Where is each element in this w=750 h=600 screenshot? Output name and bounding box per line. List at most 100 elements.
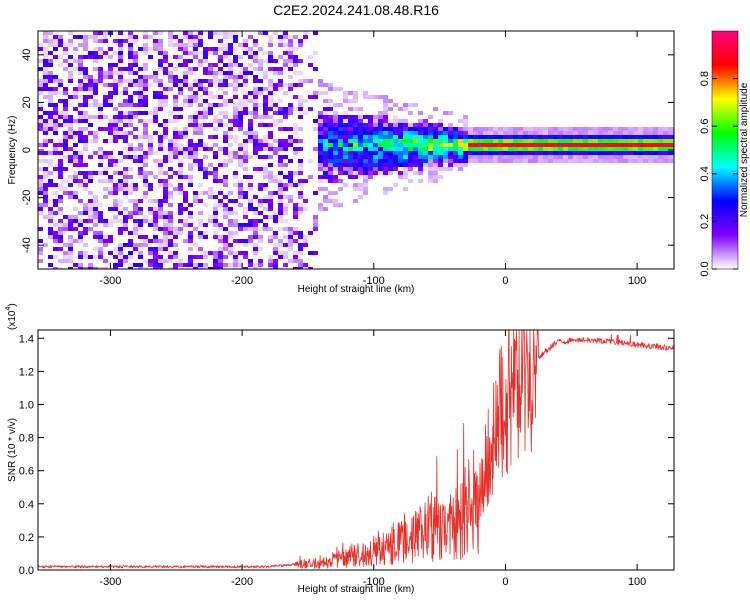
heatmap-cell	[203, 55, 208, 59]
heatmap-cell	[53, 167, 58, 171]
heatmap-cell	[148, 139, 153, 143]
heatmap-cell	[453, 147, 458, 151]
heatmap-cell	[98, 239, 103, 243]
heatmap-cell	[323, 171, 328, 175]
heatmap-cell	[153, 227, 158, 231]
heatmap-cell	[48, 183, 53, 187]
heatmap-cell	[93, 131, 98, 135]
snr-y-axis-label: SNR (10 * v/v)	[7, 418, 18, 482]
heatmap-cell	[208, 107, 213, 111]
heatmap-cell	[473, 155, 478, 159]
heatmap-cell	[463, 159, 468, 163]
heatmap-cell	[213, 167, 218, 171]
heatmap-cell	[273, 59, 278, 63]
heatmap-cell	[138, 267, 143, 269]
heatmap-cell	[223, 31, 228, 35]
heatmap-cell	[138, 199, 143, 203]
heatmap-cell	[183, 239, 188, 243]
heatmap-cell	[558, 151, 563, 155]
heatmap-cell	[293, 131, 298, 135]
heatmap-cell	[148, 111, 153, 115]
heatmap-cell	[113, 187, 118, 191]
heatmap-cell	[123, 111, 128, 115]
heatmap-cell	[163, 223, 168, 227]
heatmap-cell	[78, 79, 83, 83]
heatmap-cell	[243, 131, 248, 135]
heatmap-cell	[393, 131, 398, 135]
heatmap-cell	[338, 143, 343, 147]
heatmap-cell	[373, 115, 378, 119]
heatmap-cell	[293, 251, 298, 255]
heatmap-cell	[283, 155, 288, 159]
heatmap-cell	[448, 155, 453, 159]
heatmap-cell	[213, 79, 218, 83]
colorbar-tick-label: 0.2	[699, 214, 711, 229]
heatmap-cell	[408, 111, 413, 115]
heatmap-cell	[543, 143, 548, 147]
heatmap-cell	[393, 151, 398, 155]
heatmap-cell	[548, 159, 553, 163]
heatmap-cell	[198, 143, 203, 147]
heatmap-cell	[78, 223, 83, 227]
heatmap-cell	[203, 123, 208, 127]
heatmap-cell	[313, 219, 318, 223]
heatmap-cell	[383, 139, 388, 143]
heatmap-cell	[263, 187, 268, 191]
heatmap-cell	[173, 35, 178, 39]
heatmap-cell	[208, 83, 213, 87]
heatmap-cell	[43, 243, 48, 247]
heatmap-cell	[413, 139, 418, 143]
heatmap-cell	[438, 123, 443, 127]
heatmap-cell	[373, 163, 378, 167]
heatmap-cell	[608, 147, 613, 151]
heatmap-cell	[633, 131, 638, 135]
heatmap-cell	[223, 43, 228, 47]
heatmap-cell	[88, 87, 93, 91]
heatmap-cell	[108, 163, 113, 167]
heatmap-cell	[343, 179, 348, 183]
heatmap-cell	[93, 83, 98, 87]
heatmap-cell	[183, 199, 188, 203]
heatmap-cell	[243, 267, 248, 269]
heatmap-cell	[248, 223, 253, 227]
heatmap-cell	[213, 195, 218, 199]
heatmap-cell	[233, 111, 238, 115]
heatmap-cell	[303, 35, 308, 39]
heatmap-cell	[203, 231, 208, 235]
heatmap-cell	[178, 91, 183, 95]
heatmap-cell	[108, 123, 113, 127]
heatmap-cell	[593, 159, 598, 163]
heatmap-cell	[123, 255, 128, 259]
heatmap-cell	[93, 91, 98, 95]
heatmap-cell	[408, 155, 413, 159]
heatmap-cell	[123, 259, 128, 263]
heatmap-cell	[388, 143, 393, 147]
heatmap-cell	[528, 135, 533, 139]
heatmap-cell	[158, 99, 163, 103]
heatmap-cell	[423, 143, 428, 147]
heatmap-cell	[383, 99, 388, 103]
heatmap-cell	[158, 103, 163, 107]
heatmap-cell	[233, 55, 238, 59]
heatmap-cell	[108, 139, 113, 143]
heatmap-cell	[463, 131, 468, 135]
heatmap-cell	[668, 155, 673, 159]
heatmap-cell	[88, 179, 93, 183]
heatmap-cell	[113, 115, 118, 119]
heatmap-cell	[383, 163, 388, 167]
heatmap-cell	[88, 83, 93, 87]
heatmap-cell	[258, 87, 263, 91]
heatmap-cell	[288, 259, 293, 263]
heatmap-cell	[213, 259, 218, 263]
heatmap-cell	[648, 159, 653, 163]
heatmap-cell	[218, 95, 223, 99]
heatmap-cell	[38, 191, 43, 195]
heatmap-cell	[348, 131, 353, 135]
heatmap-cell	[523, 127, 528, 131]
heatmap-cell	[118, 39, 123, 43]
heatmap-cell	[123, 175, 128, 179]
heatmap-cell	[173, 83, 178, 87]
heatmap-cell	[58, 163, 63, 167]
heatmap-cell	[518, 151, 523, 155]
heatmap-cell	[178, 131, 183, 135]
